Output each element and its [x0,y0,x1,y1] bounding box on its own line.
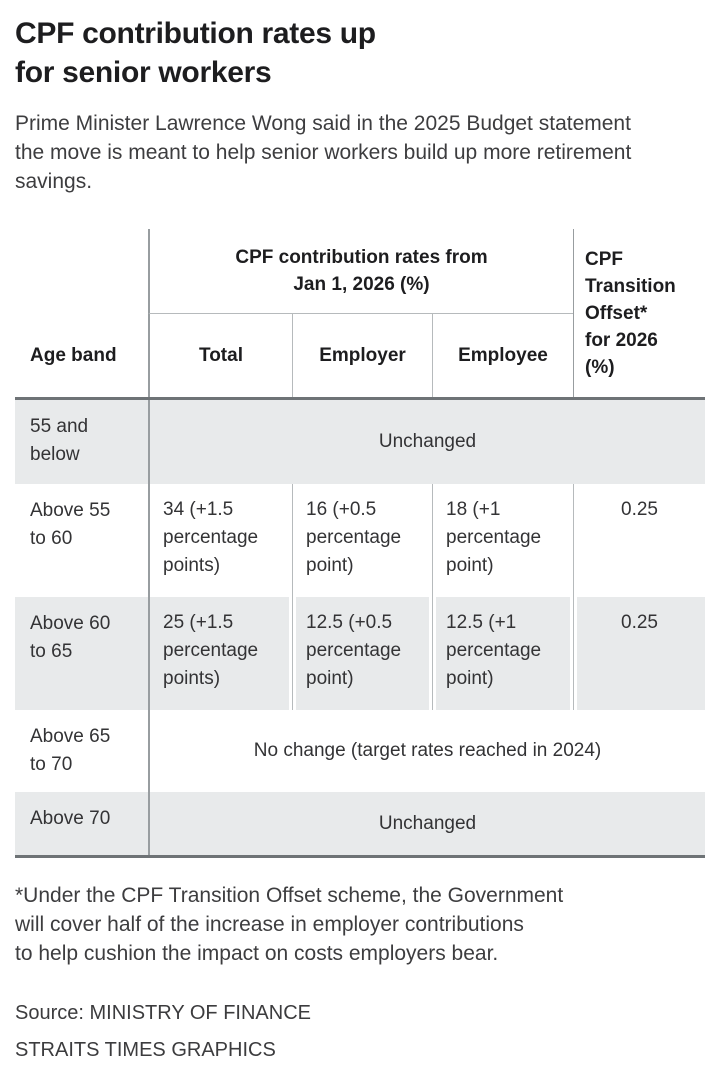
column-group-header-rates: CPF contribution rates from Jan 1, 2026 … [148,229,573,314]
subtitle: Prime Minister Lawrence Wong said in the… [15,112,632,193]
table-row-age-band: Above 55 to 60 [30,500,111,549]
credit-line: STRAITS TIMES GRAPHICS [15,1039,276,1061]
table-cell-offset: 0.25 [573,597,705,710]
table-row-merged-value: No change (target rates reached in 2024) [148,710,705,792]
table-cell-employee: 12.5 (+1 percentage point) [432,597,573,710]
table-cell-employee: 18 (+1 percentage point) [432,484,573,597]
column-header-employee: Employee [432,314,573,397]
page-title: CPF contribution rates up for senior wor… [15,17,376,89]
table-row-merged-value: Unchanged [148,792,705,855]
table-cell-employer: 16 (+0.5 percentage point) [292,484,432,597]
table-row-age-band: Above 65 to 70 [30,726,111,775]
column-header-age-band: Age band [30,344,117,366]
table-row-age-band: Above 60 to 65 [15,597,148,710]
table-row-merged-value: Unchanged [148,400,705,484]
table-cell-total: 34 (+1.5 percentage points) [148,484,292,597]
column-header-total: Total [148,314,292,397]
table-row-age-band: 55 and below [15,400,148,484]
table-cell-offset: 0.25 [573,484,705,597]
source-line: Source: MINISTRY OF FINANCE [15,1002,311,1024]
table-row-age-band: Above 70 [15,792,148,855]
footnote-transition-offset: *Under the CPF Transition Offset scheme,… [15,884,564,965]
table-cell-total: 25 (+1.5 percentage points) [148,597,292,710]
column-header-transition-offset: CPF Transition Offset* for 2026 (%) [573,229,705,397]
column-header-employer: Employer [292,314,432,397]
table-header: Age band CPF contribution rates from Jan… [15,229,705,397]
table-body: 55 and below Unchanged Above 55 to 60 34… [15,397,705,858]
table-cell-employer: 12.5 (+0.5 percentage point) [292,597,432,710]
cpf-rates-table: Age band CPF contribution rates from Jan… [15,229,705,858]
